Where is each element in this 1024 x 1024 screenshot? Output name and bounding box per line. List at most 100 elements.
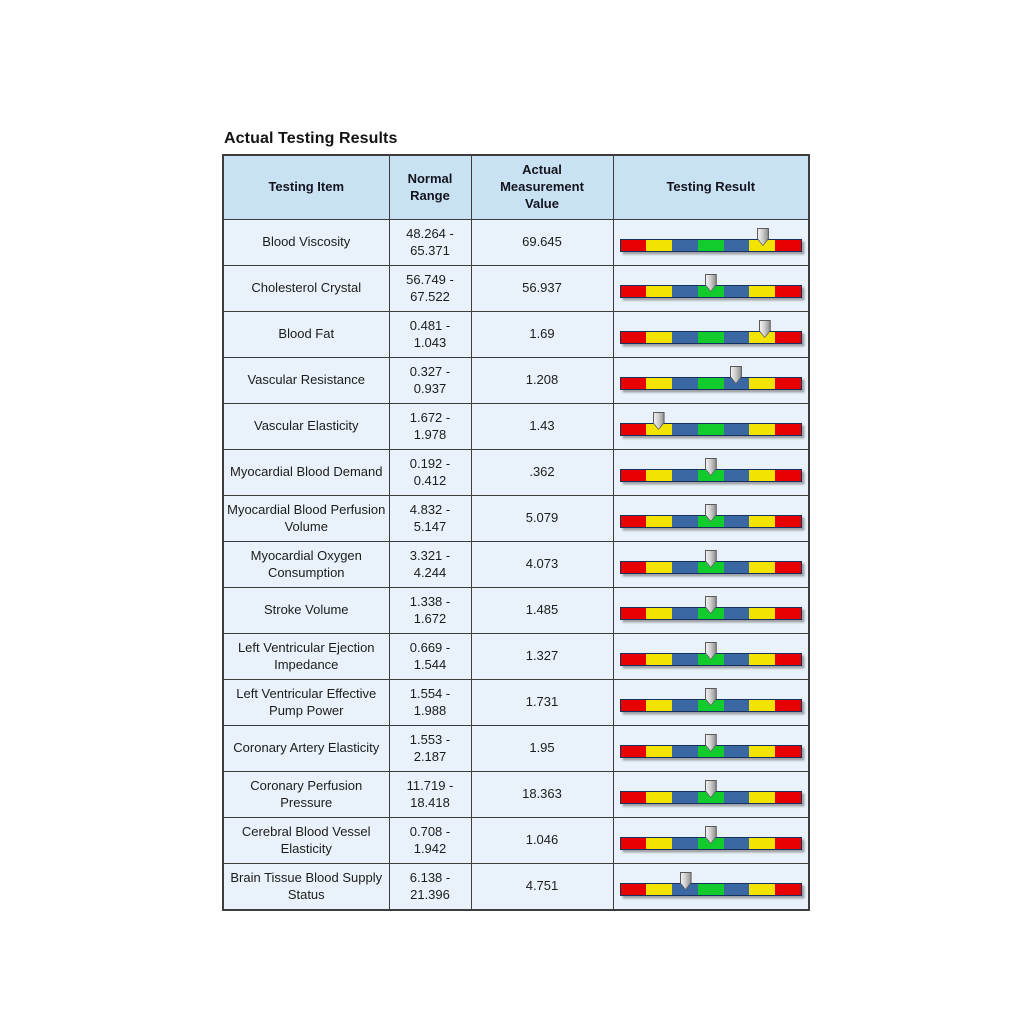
- result-marker-icon: [704, 458, 717, 476]
- bar-segment-blue: [723, 378, 750, 389]
- report-page: Actual Testing Results Testing Item Norm…: [222, 130, 812, 911]
- bar-segment-blue: [672, 332, 698, 343]
- testing-item-cell: Coronary Perfusion Pressure: [222, 771, 390, 818]
- table-row: Brain Tissue Blood Supply Status 6.138 - …: [222, 863, 810, 911]
- bar-segment-blue: [672, 608, 698, 619]
- testing-result-cell: [612, 265, 810, 312]
- testing-result-cell: [612, 679, 810, 726]
- normal-range-cell: 3.321 - 4.244: [388, 541, 472, 588]
- result-bar: [619, 734, 802, 758]
- measurement-value-cell: 1.327: [470, 633, 614, 680]
- result-marker-icon: [704, 826, 717, 844]
- result-bar: [619, 228, 802, 252]
- bar-segment-blue: [723, 654, 750, 665]
- bar-segment-yellow: [646, 884, 673, 895]
- header-normal-range: Normal Range: [388, 154, 472, 220]
- normal-range-cell: 11.719 - 18.418: [388, 771, 472, 818]
- testing-item-cell: Brain Tissue Blood Supply Status: [222, 863, 390, 911]
- bar-segment-blue: [723, 700, 750, 711]
- result-marker-fill: [705, 689, 716, 705]
- result-marker-fill: [680, 873, 691, 889]
- bar-segment-blue: [723, 470, 750, 481]
- normal-range-cell: 1.553 - 2.187: [388, 725, 472, 772]
- bar-segment-blue: [672, 654, 698, 665]
- bar-segment-red: [620, 470, 647, 481]
- result-marker-fill: [730, 367, 741, 383]
- result-bar: [619, 320, 802, 344]
- bar-segment-red: [775, 516, 801, 527]
- header-testing-result: Testing Result: [612, 154, 810, 220]
- table-row: Coronary Artery Elasticity 1.553 - 2.187 1…: [222, 725, 810, 772]
- result-marker-fill: [705, 551, 716, 567]
- bar-segment-yellow: [749, 838, 776, 849]
- bar-segment-blue: [723, 608, 750, 619]
- normal-range-cell: 1.672 - 1.978: [388, 403, 472, 450]
- bar-segment-red: [775, 838, 801, 849]
- testing-item-cell: Cholesterol Crystal: [222, 265, 390, 312]
- bar-segment-yellow: [749, 792, 776, 803]
- bar-segment-yellow: [749, 470, 776, 481]
- result-bar: [619, 550, 802, 574]
- bar-segment-red: [620, 608, 647, 619]
- bar-segment-blue: [672, 470, 698, 481]
- measurement-value-cell: 1.485: [470, 587, 614, 634]
- result-marker-fill: [653, 413, 664, 429]
- normal-range-cell: 0.481 - 1.043: [388, 311, 472, 358]
- normal-range-cell: 48.264 - 65.371: [388, 219, 472, 266]
- normal-range-cell: 56.749 - 67.522: [388, 265, 472, 312]
- result-marker-icon: [704, 550, 717, 568]
- result-marker-icon: [729, 366, 742, 384]
- table-row: Blood Viscosity 48.264 - 65.371 69.645: [222, 219, 810, 266]
- testing-item-cell: Stroke Volume: [222, 587, 390, 634]
- bar-segment-red: [775, 286, 801, 297]
- result-marker-icon: [704, 734, 717, 752]
- bar-segment-yellow: [646, 332, 673, 343]
- table-row: Blood Fat 0.481 - 1.043 1.69: [222, 311, 810, 358]
- measurement-value-cell: .362: [470, 449, 614, 496]
- result-marker-icon: [704, 688, 717, 706]
- bar-segment-blue: [723, 746, 750, 757]
- measurement-value-cell: 1.731: [470, 679, 614, 726]
- bar-segment-red: [620, 746, 647, 757]
- result-marker-fill: [757, 229, 768, 245]
- table-row: Myocardial Oxygen Consumption 3.321 - 4.2…: [222, 541, 810, 588]
- bar-segment-red: [775, 746, 801, 757]
- testing-result-cell: [612, 219, 810, 266]
- result-marker-fill: [705, 781, 716, 797]
- result-marker-icon: [652, 412, 665, 430]
- testing-result-cell: [612, 771, 810, 818]
- testing-result-cell: [612, 357, 810, 404]
- normal-range-cell: 0.192 - 0.412: [388, 449, 472, 496]
- bar-segment-red: [620, 378, 647, 389]
- header-testing-item: Testing Item: [222, 154, 390, 220]
- normal-range-cell: 0.669 - 1.544: [388, 633, 472, 680]
- testing-result-cell: [612, 449, 810, 496]
- bar-segment-yellow: [646, 516, 673, 527]
- table-row: Myocardial Blood Demand 0.192 - 0.412.362: [222, 449, 810, 496]
- bar-segment-red: [775, 332, 801, 343]
- bar-segment-yellow: [646, 654, 673, 665]
- page-title: Actual Testing Results: [224, 130, 398, 147]
- result-bar: [619, 872, 802, 896]
- bar-segment-yellow: [646, 792, 673, 803]
- bar-segment-yellow: [646, 562, 673, 573]
- bar-segment-blue: [723, 240, 750, 251]
- table-header: Testing Item Normal Range Actual Measure…: [222, 154, 810, 220]
- result-marker-fill: [705, 735, 716, 751]
- normal-range-cell: 6.138 - 21.396: [388, 863, 472, 911]
- testing-result-cell: [612, 495, 810, 542]
- bar-segment-red: [775, 792, 801, 803]
- bar-segment-yellow: [749, 332, 776, 343]
- bar-segment-yellow: [749, 608, 776, 619]
- testing-result-cell: [612, 817, 810, 864]
- measurement-value-cell: 1.69: [470, 311, 614, 358]
- bar-segment-red: [775, 378, 801, 389]
- testing-item-cell: Left Ventricular Ejection Impedance: [222, 633, 390, 680]
- result-bar: [619, 780, 802, 804]
- normal-range-cell: 4.832 - 5.147: [388, 495, 472, 542]
- measurement-value-cell: 18.363: [470, 771, 614, 818]
- bar-segment-red: [620, 332, 647, 343]
- testing-result-cell: [612, 311, 810, 358]
- measurement-value-cell: 1.046: [470, 817, 614, 864]
- bar-segment-blue: [672, 838, 698, 849]
